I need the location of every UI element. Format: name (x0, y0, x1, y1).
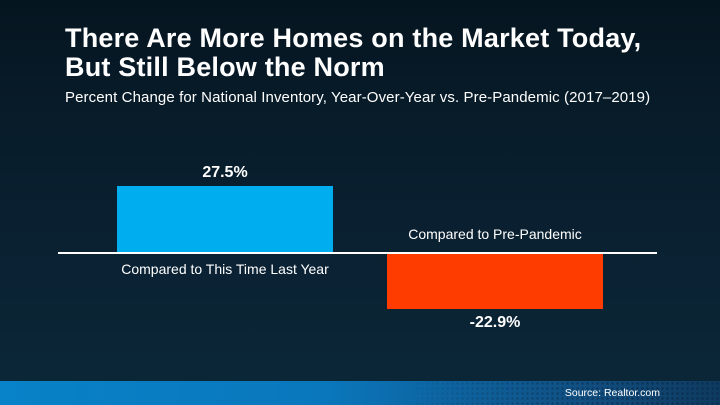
zero-baseline-axis (58, 252, 657, 254)
source-attribution: Source: Realtor.com (564, 387, 660, 399)
negative-bar (387, 254, 603, 310)
chart-title-line-2: But Still Below the Norm (65, 52, 385, 82)
chart-subtitle: Percent Change for National Inventory, Y… (65, 89, 651, 106)
footer-dot-pattern (0, 381, 720, 405)
negative-bar-value-label: -22.9% (469, 314, 521, 331)
positive-bar-category-label: Compared to This Time Last Year (121, 261, 329, 277)
negative-bar-category-label: Compared to Pre-Pandemic (408, 226, 582, 242)
chart-title: There Are More Homes on the Market Today… (65, 24, 641, 82)
footer-bar: Source: Realtor.com (0, 381, 720, 405)
chart-title-line-1: There Are More Homes on the Market Today… (65, 23, 642, 53)
positive-bar (117, 185, 333, 252)
positive-bar-value-label: 27.5% (202, 164, 248, 181)
